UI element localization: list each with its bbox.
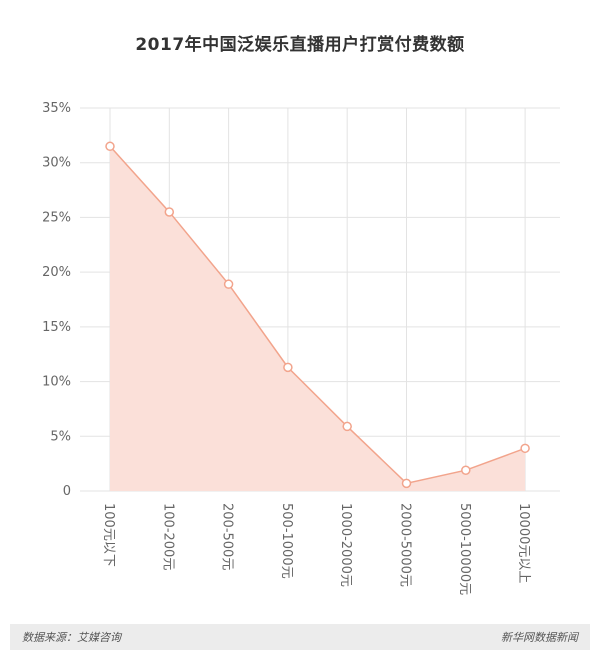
y-tick-label: 30% bbox=[42, 156, 71, 171]
data-point bbox=[283, 362, 293, 373]
y-tick-label: 0 bbox=[63, 484, 71, 499]
x-tick-labels: 100元以下 100-200元 200-500元 500-1000元 1000-2000… bbox=[101, 503, 531, 595]
y-tick-label: 10% bbox=[42, 375, 71, 390]
data-point bbox=[105, 141, 115, 152]
x-tick-label: 200-500元 bbox=[220, 503, 235, 570]
y-tick-label: 35% bbox=[42, 101, 71, 116]
data-point bbox=[401, 478, 412, 489]
area-layer bbox=[110, 146, 526, 492]
y-tick-label: 20% bbox=[42, 265, 71, 280]
y-tick-label: 15% bbox=[42, 320, 71, 335]
data-point bbox=[164, 207, 175, 217]
credit-note: 新华网数据新闻 bbox=[501, 631, 578, 644]
y-tick-labels: 0 5% 10% 15% 20% 25% 30% 35% bbox=[42, 101, 71, 499]
data-point bbox=[461, 465, 471, 475]
y-tick-label: 25% bbox=[42, 210, 71, 225]
area-fill bbox=[110, 146, 526, 492]
data-point bbox=[342, 421, 352, 432]
x-tick-label: 2000-5000元 bbox=[398, 503, 413, 587]
x-tick-label: 500-1000元 bbox=[279, 503, 294, 579]
x-tick-label: 5000-10000元 bbox=[457, 503, 472, 595]
data-point bbox=[223, 279, 234, 289]
y-tick-label: 5% bbox=[50, 429, 71, 444]
x-tick-label: 100元以下 bbox=[101, 503, 116, 567]
source-note: 数据来源：艾媒咨询 bbox=[22, 631, 121, 644]
footer-bar: 数据来源：艾媒咨询 新华网数据新闻 bbox=[10, 624, 590, 650]
x-tick-label: 1000-2000元 bbox=[338, 503, 353, 587]
x-tick-label: 10000元以上 bbox=[516, 503, 531, 583]
chart-title: 2017年中国泛娱乐直播用户打赏付费数额 bbox=[135, 35, 465, 55]
data-point bbox=[520, 443, 530, 454]
marker-layer bbox=[105, 141, 530, 489]
x-tick-label: 100-200元 bbox=[160, 503, 175, 570]
series-line bbox=[109, 145, 526, 485]
line-layer bbox=[109, 145, 526, 485]
